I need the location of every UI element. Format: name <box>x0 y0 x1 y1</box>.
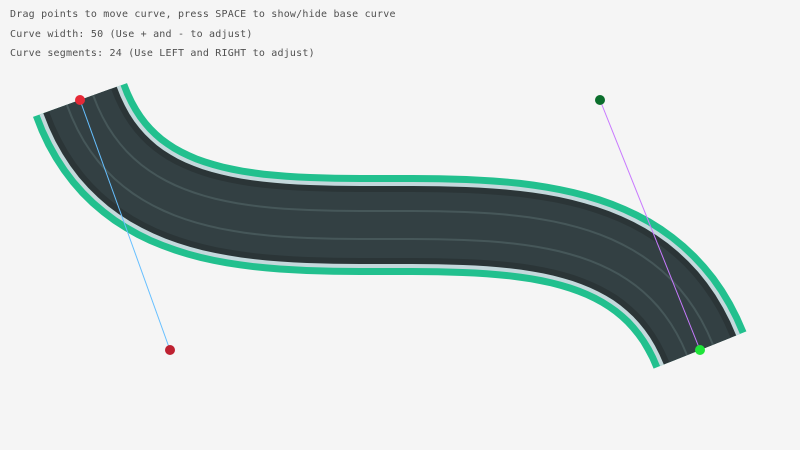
end-control-point-handle[interactable] <box>595 95 605 105</box>
end-handle-line <box>599 99 701 351</box>
start-handle-line <box>79 99 171 351</box>
instructions-drag: Drag points to move curve, press SPACE t… <box>10 9 396 20</box>
road-surface <box>49 88 731 363</box>
road-curve <box>33 83 747 369</box>
start-point-handle[interactable] <box>75 95 85 105</box>
curve-segments-label: Curve segments: 24 (Use LEFT and RIGHT t… <box>10 48 315 59</box>
start-control-point-handle[interactable] <box>165 345 175 355</box>
end-point-handle[interactable] <box>695 345 705 355</box>
curve-width-label: Curve width: 50 (Use + and - to adjust) <box>10 29 253 40</box>
